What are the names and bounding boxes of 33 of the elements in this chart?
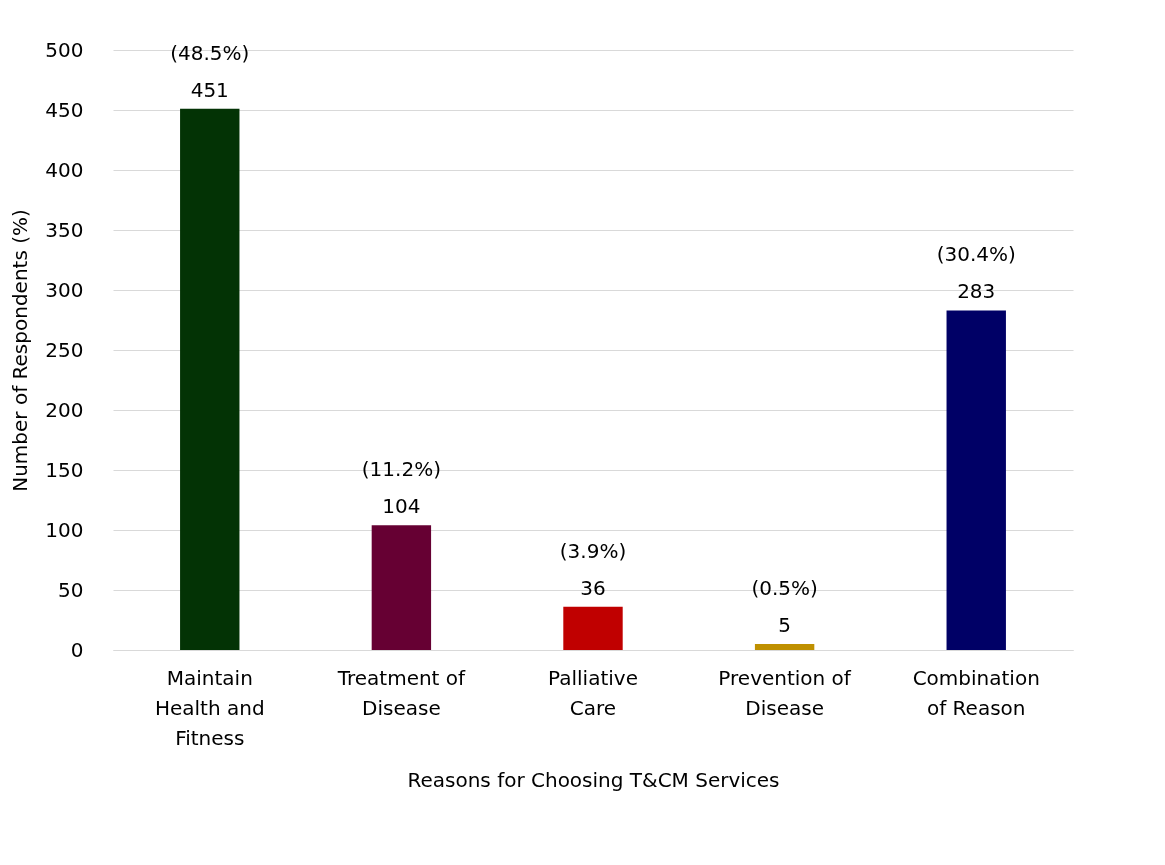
y-tick-label: 500 [45, 37, 84, 62]
y-axis-title: Number of Respondents (%) [8, 209, 33, 492]
y-tick-label: 400 [45, 157, 84, 182]
data-label: 283 [957, 279, 996, 304]
y-tick-label: 50 [58, 577, 84, 602]
bar [946, 310, 1006, 650]
y-tick-label: 200 [45, 397, 84, 422]
annotation: (11.2%) [361, 457, 441, 482]
annotation: (3.9%) [559, 538, 627, 563]
x-tick-label: Treatment of Disease [336, 665, 467, 720]
x-tick-label: Maintain Health and Fitness [154, 665, 265, 750]
y-tick-label: 250 [45, 337, 84, 362]
y-tick-label: 0 [70, 637, 84, 662]
y-tick-label: 300 [45, 277, 84, 302]
x-axis-title: Reasons for Choosing T&CM Services [407, 767, 780, 792]
y-tick-label: 450 [45, 97, 84, 122]
x-tick-label: Prevention of Disease [718, 665, 852, 720]
y-tick-label: 150 [45, 457, 84, 482]
annotation: (30.4%) [936, 242, 1016, 267]
annotation: (0.5%) [751, 576, 818, 600]
data-label: 104 [382, 494, 421, 519]
bar [563, 606, 623, 650]
bar [371, 525, 432, 650]
x-tick-label: Palliative Care [548, 665, 638, 720]
data-label: 36 [580, 575, 606, 600]
y-tick-label: 350 [45, 217, 84, 242]
y-tick-label: 100 [45, 517, 84, 542]
data-label: 451 [190, 77, 229, 102]
data-label: 5 [778, 613, 791, 637]
annotation: (48.5%) [170, 40, 250, 65]
bar [754, 644, 815, 650]
bar [180, 108, 240, 650]
x-tick-label: Combination of Reason [912, 665, 1040, 720]
